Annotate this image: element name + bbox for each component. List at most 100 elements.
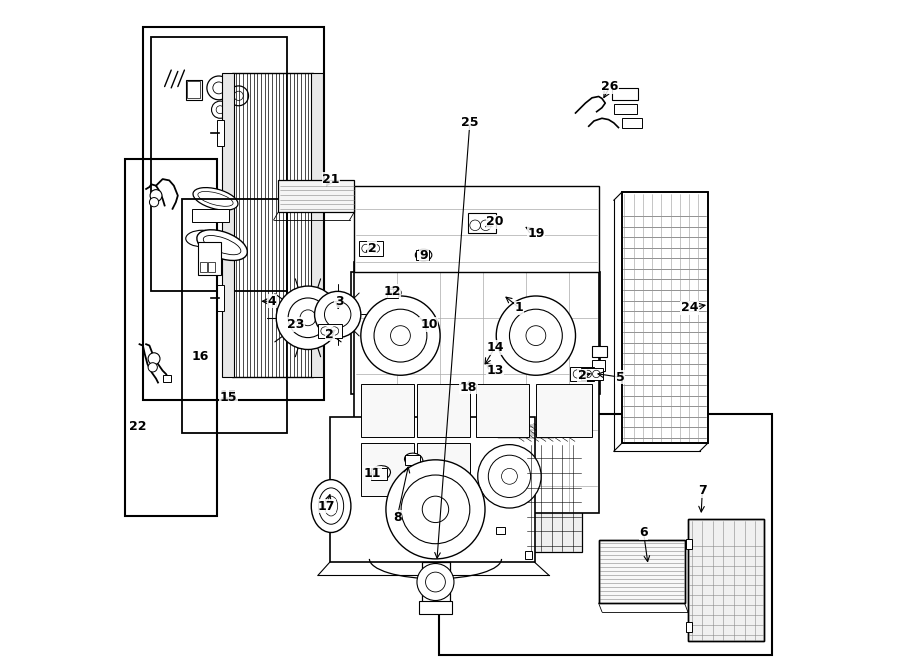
- Circle shape: [401, 475, 470, 544]
- Bar: [614, 104, 637, 115]
- Ellipse shape: [371, 465, 391, 481]
- Bar: [598, 540, 685, 603]
- Bar: [163, 375, 171, 382]
- Bar: [571, 367, 594, 381]
- Circle shape: [148, 353, 160, 365]
- Bar: [474, 271, 600, 394]
- Bar: [151, 37, 287, 291]
- Bar: [526, 551, 532, 559]
- Bar: [387, 289, 399, 298]
- Circle shape: [478, 445, 541, 508]
- Ellipse shape: [404, 453, 423, 467]
- Text: 15: 15: [220, 391, 238, 404]
- Text: 24: 24: [681, 301, 698, 314]
- Text: 2: 2: [368, 242, 376, 255]
- Text: 7: 7: [698, 485, 706, 497]
- Bar: [185, 80, 202, 100]
- Bar: [598, 540, 685, 603]
- Bar: [612, 88, 638, 100]
- Text: 2: 2: [326, 328, 334, 341]
- Text: 22: 22: [130, 420, 147, 434]
- Ellipse shape: [193, 187, 238, 210]
- Bar: [222, 73, 234, 377]
- Circle shape: [386, 460, 485, 559]
- Ellipse shape: [197, 230, 248, 260]
- Text: 13: 13: [486, 364, 504, 377]
- Text: 16: 16: [192, 350, 209, 363]
- Bar: [476, 384, 529, 437]
- Bar: [125, 160, 218, 516]
- Bar: [329, 417, 535, 562]
- Bar: [208, 261, 215, 271]
- Bar: [201, 261, 207, 271]
- Bar: [218, 120, 224, 146]
- Text: 18: 18: [460, 381, 477, 394]
- Ellipse shape: [311, 480, 351, 532]
- Circle shape: [149, 197, 158, 207]
- Bar: [361, 444, 414, 496]
- Circle shape: [207, 76, 230, 100]
- Text: 11: 11: [364, 467, 382, 479]
- Bar: [439, 414, 772, 655]
- Bar: [622, 192, 707, 444]
- Text: 25: 25: [461, 117, 479, 129]
- Circle shape: [417, 563, 454, 600]
- Text: 3: 3: [335, 295, 343, 308]
- Bar: [417, 444, 470, 496]
- Polygon shape: [526, 444, 582, 552]
- Text: 9: 9: [419, 248, 428, 261]
- Text: 8: 8: [392, 511, 401, 524]
- Text: 19: 19: [527, 226, 544, 240]
- Bar: [187, 81, 201, 98]
- Ellipse shape: [438, 424, 474, 444]
- Bar: [416, 250, 429, 260]
- Bar: [318, 324, 342, 338]
- Bar: [371, 468, 387, 480]
- Bar: [687, 622, 692, 632]
- Bar: [183, 199, 287, 434]
- Bar: [688, 519, 764, 641]
- Circle shape: [212, 101, 229, 118]
- Text: 6: 6: [639, 526, 648, 539]
- Bar: [355, 185, 598, 271]
- Text: 26: 26: [601, 80, 618, 93]
- Ellipse shape: [387, 287, 401, 298]
- Ellipse shape: [185, 230, 219, 247]
- Bar: [622, 118, 642, 128]
- Bar: [688, 519, 764, 641]
- Bar: [422, 562, 450, 602]
- Circle shape: [496, 296, 575, 375]
- Text: 20: 20: [486, 216, 504, 228]
- Circle shape: [150, 189, 162, 201]
- Text: 14: 14: [486, 341, 504, 354]
- Bar: [355, 261, 598, 512]
- Bar: [536, 384, 592, 437]
- Circle shape: [229, 86, 248, 106]
- Bar: [592, 360, 605, 371]
- Text: 23: 23: [287, 318, 305, 331]
- Text: 2: 2: [578, 369, 587, 383]
- Bar: [311, 73, 323, 377]
- Bar: [278, 180, 355, 212]
- Bar: [581, 367, 603, 380]
- Bar: [218, 285, 224, 311]
- Text: 4: 4: [267, 295, 276, 308]
- Bar: [198, 242, 220, 275]
- Text: 21: 21: [322, 173, 340, 185]
- Bar: [419, 600, 452, 614]
- Circle shape: [489, 455, 531, 497]
- Circle shape: [315, 291, 361, 338]
- Bar: [405, 455, 419, 465]
- Text: 1: 1: [515, 301, 524, 314]
- Bar: [687, 539, 692, 549]
- Bar: [359, 241, 382, 256]
- Bar: [143, 27, 325, 401]
- Polygon shape: [496, 420, 582, 444]
- Bar: [469, 213, 496, 233]
- Text: 10: 10: [420, 318, 437, 331]
- Bar: [361, 384, 414, 437]
- Bar: [592, 346, 607, 357]
- Circle shape: [288, 298, 328, 338]
- Circle shape: [361, 296, 440, 375]
- Ellipse shape: [408, 440, 427, 453]
